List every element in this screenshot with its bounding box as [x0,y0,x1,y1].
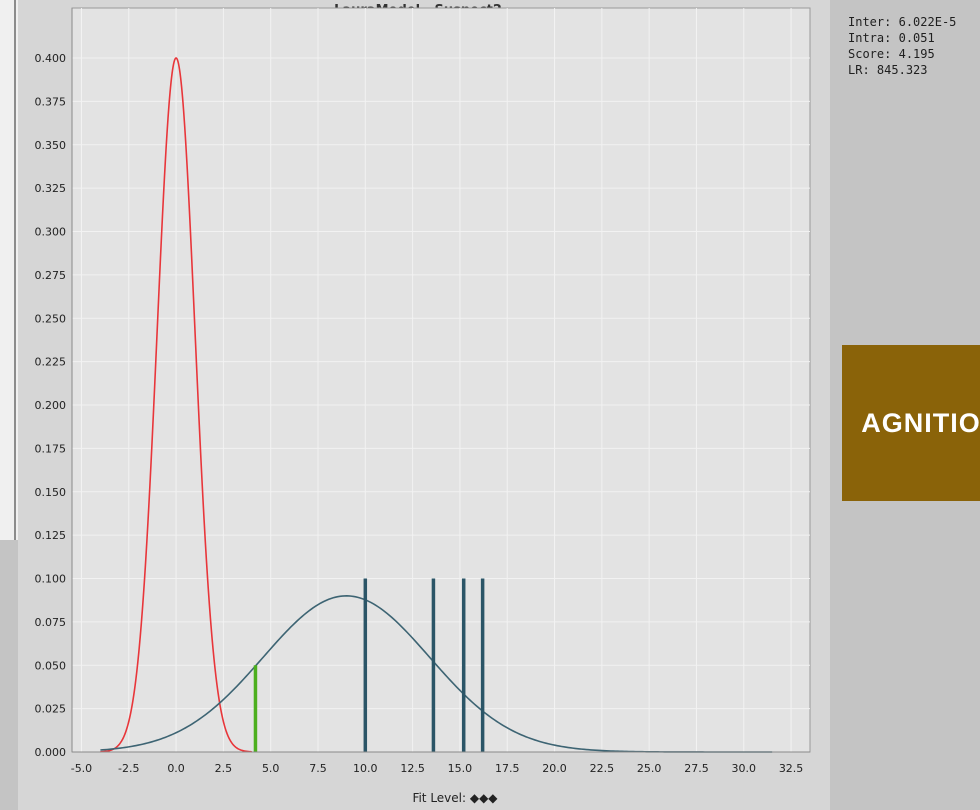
x-tick-labels: -5.0 -2.5 0.0 2.5 5.0 7.5 10.0 12.5 15.0 17.5 20.0… [71,762,804,775]
x-tick-label: 17.5 [495,762,520,775]
x-tick-label: 22.5 [590,762,615,775]
x-tick-label: 32.5 [779,762,804,775]
y-tick-label: 0.250 [35,312,67,325]
stat-lr: LR: 845.323 [848,63,928,77]
x-tick-label: 20.0 [542,762,567,775]
stat-inter: Inter: 6.022E-5 [848,15,957,29]
y-tick-label: 0.150 [35,486,67,499]
plot-area [71,7,811,753]
x-tick-label: 25.0 [637,762,662,775]
x-tick-label: 10.0 [353,762,378,775]
distribution-chart: LauraModel - Suspect2 0.0000.0250.0500.0… [35,3,811,805]
y-tick-label: 0.075 [35,616,67,629]
y-tick-label: 0.200 [35,399,67,412]
y-tick-label: 0.175 [35,442,67,455]
grid-lines [72,8,810,753]
left-window-strip [0,0,18,540]
x-axis-label: Fit Level: ◆◆◆ [412,791,498,805]
y-tick-label: 0.325 [35,182,67,195]
y-tick-label: 0.375 [35,95,67,108]
y-tick-label: 0.000 [35,746,67,759]
y-tick-label: 0.300 [35,226,67,239]
stat-intra: Intra: 0.051 [848,31,935,45]
y-tick-label: 0.100 [35,573,67,586]
x-tick-label: 27.5 [684,762,709,775]
chart-panel: LauraModel - Suspect2 0.0000.0250.0500.0… [18,0,830,810]
x-tick-label: -2.5 [118,762,139,775]
y-tick-labels: 0.000 0.025 0.050 0.075 0.100 0.125 0.150 0.175… [35,52,67,759]
stat-score: Score: 4.195 [848,47,935,61]
y-tick-label: 0.125 [35,529,67,542]
y-tick-label: 0.225 [35,356,67,369]
x-tick-label: 12.5 [400,762,425,775]
y-tick-label: 0.400 [35,52,67,65]
x-tick-label: 7.5 [309,762,327,775]
axes [71,8,810,753]
y-tick-label: 0.025 [35,703,67,716]
agnitio-logo: AGNITIO [842,345,980,501]
logo-text: AGNITIO [861,407,980,438]
x-tick-label: 30.0 [732,762,757,775]
x-tick-label: -5.0 [71,762,92,775]
bars [253,578,485,752]
intra-distribution-curve [100,57,252,753]
x-tick-label: 0.0 [167,762,185,775]
x-tick-label: 2.5 [215,762,233,775]
score-stats: Inter: 6.022E-5 Intra: 0.051 Score: 4.19… [848,14,978,78]
x-tick-label: 5.0 [262,762,280,775]
y-tick-label: 0.275 [35,269,67,282]
x-tick-label: 15.0 [448,762,473,775]
left-window-edge [14,0,16,540]
y-tick-label: 0.050 [35,659,67,672]
y-tick-label: 0.350 [35,139,67,152]
